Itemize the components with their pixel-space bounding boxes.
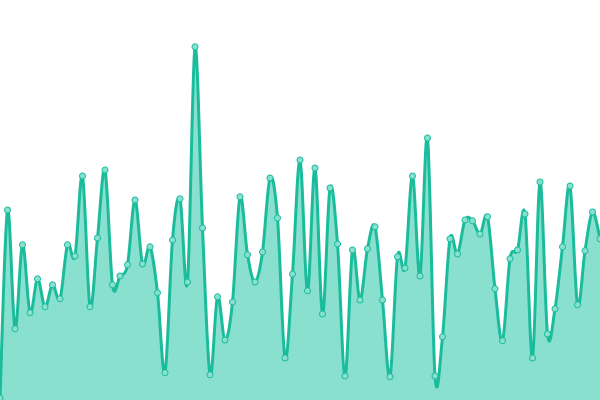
data-point-12 [86, 303, 94, 311]
data-point-70 [521, 210, 529, 218]
data-point-7 [49, 281, 56, 289]
data-point-34 [251, 278, 259, 286]
data-point-53 [394, 253, 401, 261]
data-point-56 [416, 272, 424, 280]
data-point-57 [424, 134, 431, 142]
data-point-40 [296, 156, 304, 164]
data-point-39 [289, 270, 296, 278]
data-point-61 [454, 250, 461, 258]
data-point-63 [469, 217, 476, 225]
data-point-30 [221, 336, 229, 344]
data-point-22 [161, 369, 169, 377]
data-point-62 [461, 216, 469, 224]
data-point-37 [274, 214, 281, 222]
data-point-9 [64, 241, 71, 249]
data-point-11 [79, 172, 86, 180]
data-point-33 [244, 251, 251, 259]
data-point-65 [484, 213, 491, 221]
data-point-43 [319, 310, 326, 318]
data-point-13 [94, 234, 101, 242]
data-points [0, 43, 600, 400]
data-point-29 [214, 293, 221, 301]
data-point-36 [266, 174, 274, 182]
data-point-45 [334, 240, 341, 248]
data-point-68 [506, 255, 514, 263]
data-point-14 [101, 166, 109, 174]
data-point-19 [139, 260, 146, 268]
data-point-47 [349, 246, 356, 254]
data-point-0 [0, 394, 4, 400]
data-point-10 [71, 252, 79, 260]
data-point-15 [109, 281, 116, 289]
data-point-69 [514, 246, 521, 254]
data-point-66 [491, 285, 499, 293]
data-point-3 [19, 241, 26, 249]
data-point-1 [4, 206, 11, 214]
data-point-4 [26, 309, 34, 317]
data-point-73 [544, 330, 551, 338]
data-point-64 [476, 230, 484, 238]
data-point-60 [446, 235, 454, 243]
data-point-20 [146, 243, 154, 251]
data-point-72 [536, 178, 544, 186]
data-point-25 [184, 278, 191, 286]
data-point-26 [191, 43, 199, 51]
data-point-71 [529, 354, 536, 362]
data-point-74 [551, 305, 559, 313]
data-point-50 [371, 223, 379, 231]
data-point-77 [574, 301, 581, 309]
data-point-23 [169, 236, 176, 244]
data-point-5 [34, 275, 41, 283]
data-point-79 [589, 208, 596, 216]
data-point-2 [11, 325, 19, 333]
data-point-48 [356, 296, 364, 304]
data-point-67 [499, 337, 506, 345]
data-point-17 [124, 261, 131, 269]
data-point-51 [379, 296, 386, 304]
data-point-35 [259, 248, 266, 256]
data-point-58 [431, 372, 439, 380]
data-point-8 [56, 295, 64, 303]
data-point-75 [559, 243, 566, 251]
data-point-49 [364, 245, 371, 253]
data-point-44 [326, 184, 334, 192]
data-point-76 [566, 182, 574, 190]
data-point-54 [401, 264, 409, 272]
data-point-38 [281, 354, 289, 362]
data-point-78 [581, 247, 589, 255]
data-point-18 [131, 196, 139, 204]
data-point-32 [236, 193, 244, 201]
data-point-6 [41, 303, 49, 311]
area-fill [0, 46, 600, 400]
data-point-24 [176, 195, 184, 203]
data-point-31 [229, 298, 236, 306]
data-point-52 [386, 373, 394, 381]
data-point-80 [596, 235, 600, 243]
data-point-27 [199, 224, 206, 232]
data-point-28 [206, 371, 214, 379]
data-point-55 [409, 172, 416, 180]
data-point-46 [341, 372, 349, 380]
data-point-41 [304, 287, 311, 295]
data-point-16 [116, 272, 124, 280]
data-point-21 [154, 289, 161, 297]
data-point-42 [311, 164, 319, 172]
data-point-59 [439, 333, 446, 341]
